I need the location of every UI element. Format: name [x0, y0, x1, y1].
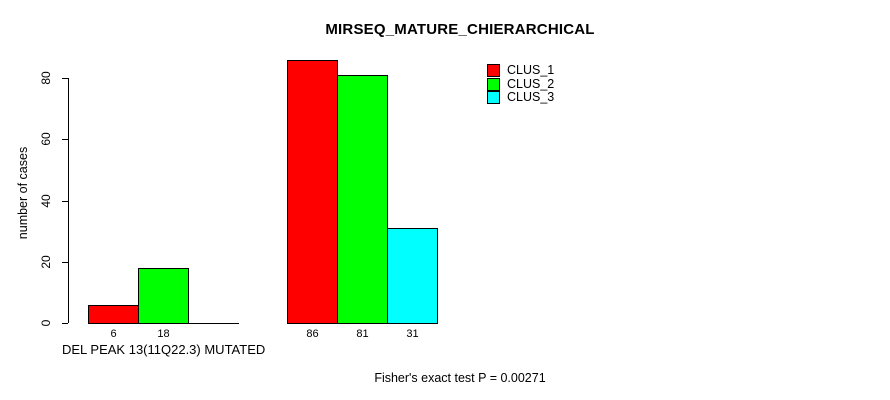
bar-clus_1-group-2	[287, 60, 338, 324]
legend-entry-clus_1: CLUS_1	[487, 63, 555, 78]
legend-entry-clus_2: CLUS_2	[487, 76, 555, 91]
bar-value-label: 31	[406, 328, 419, 340]
bar-clus_2-group-1	[138, 268, 189, 324]
y-axis-tick-label: 20	[39, 255, 53, 269]
bar-clus_1-group-1	[88, 305, 139, 324]
legend-entry-clus_3: CLUS_3	[487, 89, 555, 104]
bar-clus_3-group-2	[387, 228, 438, 324]
x-axis-title: DEL PEAK 13(11Q22.3) MUTATED	[62, 342, 266, 357]
bar-value-label: 18	[157, 328, 170, 340]
legend: CLUS_1 CLUS_2 CLUS_3	[487, 64, 554, 104]
legend-swatch-clus_2	[487, 77, 500, 91]
y-axis-tick-label: 0	[39, 319, 53, 327]
y-axis-tick	[62, 78, 68, 79]
y-axis-tick-label: 60	[39, 132, 53, 146]
statistical-test-annotation: Fisher's exact test P = 0.00271	[374, 371, 546, 385]
bar-value-label: 6	[110, 328, 117, 340]
y-axis-tick	[62, 139, 68, 140]
legend-swatch-clus_3	[487, 90, 500, 104]
y-axis-line	[68, 78, 69, 323]
legend-swatch-clus_1	[487, 64, 500, 78]
bar-value-label: 86	[306, 328, 319, 340]
y-axis-tick	[62, 262, 68, 263]
y-axis-title: number of cases	[16, 146, 30, 240]
legend-label-clus_1: CLUS_1	[507, 63, 555, 78]
bar-value-label: 81	[356, 328, 369, 340]
y-axis-tick-label: 40	[39, 194, 53, 208]
legend-label-clus_2: CLUS_2	[507, 76, 555, 91]
y-axis-tick	[62, 201, 68, 202]
y-axis-tick-label: 80	[39, 71, 53, 85]
bar-clus_2-group-2	[337, 75, 388, 324]
y-axis-tick	[62, 323, 68, 324]
legend-label-clus_3: CLUS_3	[507, 89, 555, 104]
chart-title: MIRSEQ_MATURE_CHIERARCHICAL	[325, 21, 595, 38]
